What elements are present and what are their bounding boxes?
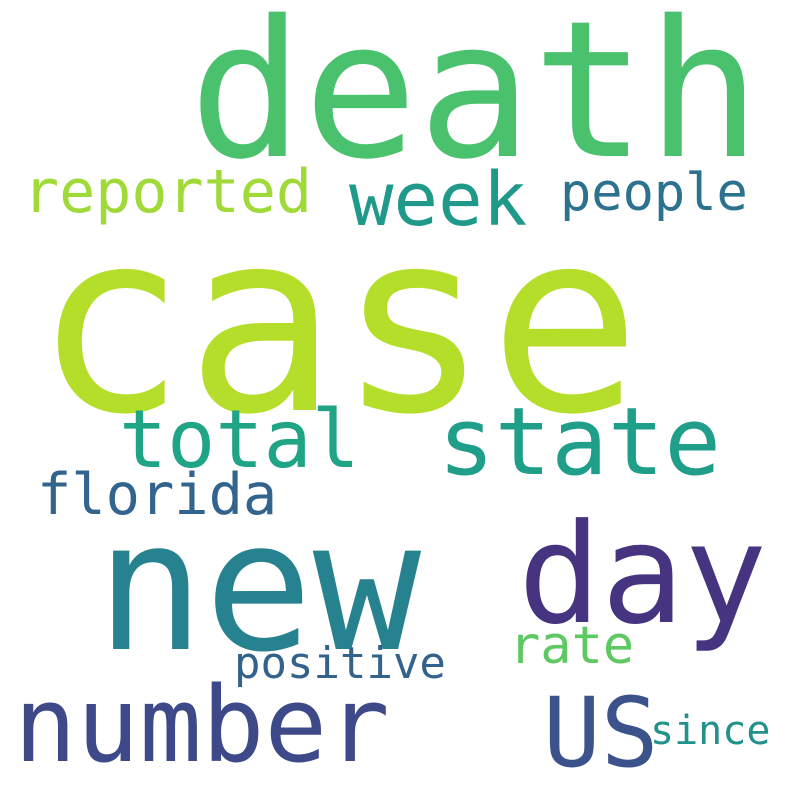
word-florida: florida [37, 462, 278, 528]
word-death: death [189, 0, 761, 201]
word-week: week [349, 157, 528, 243]
word-state: state [438, 388, 721, 497]
word-rate: rate [509, 616, 635, 676]
word-reported: reported [23, 157, 312, 227]
word-new: new [96, 483, 422, 692]
word-case: case [34, 177, 641, 470]
word-people: people [560, 163, 748, 223]
word-since: since [650, 708, 771, 754]
word-positive: positive [234, 638, 446, 689]
word-total: total [119, 393, 360, 486]
word-day: day [518, 494, 768, 655]
word-us: US [543, 677, 659, 789]
word-number: number [14, 664, 390, 786]
